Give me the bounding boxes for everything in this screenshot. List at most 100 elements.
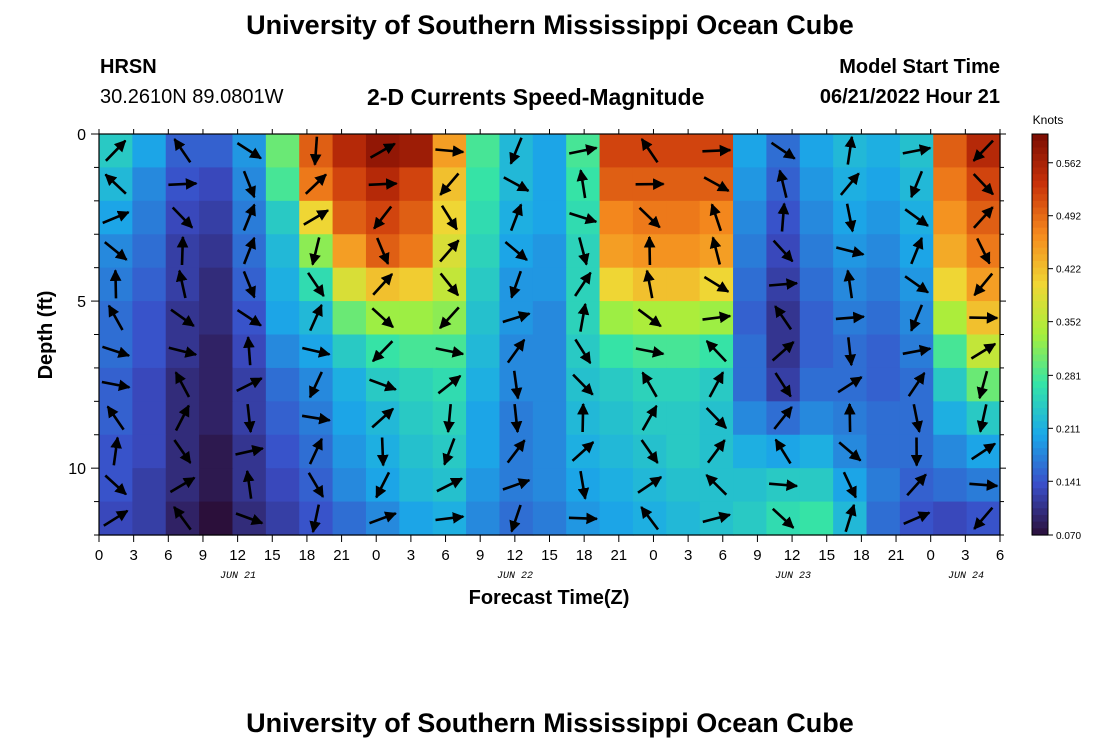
current-vector-arrow <box>911 404 923 433</box>
heatmap-cell <box>599 401 634 436</box>
current-vector-arrow <box>643 235 656 266</box>
current-vector-arrow <box>574 271 592 297</box>
current-vector-arrow <box>843 269 856 299</box>
heatmap-cell <box>799 401 834 436</box>
current-vector-arrow <box>643 269 655 299</box>
heatmap-cell <box>866 134 901 169</box>
current-vector-arrow <box>703 176 730 193</box>
heatmap-cell <box>466 301 501 336</box>
current-vector-arrow <box>369 142 396 159</box>
heatmap-cell <box>599 267 634 302</box>
current-vector-arrow <box>970 442 996 461</box>
current-vector-arrow <box>371 340 394 363</box>
colorbar-segment <box>1032 281 1048 289</box>
current-vector-arrow <box>572 373 594 396</box>
current-vector-arrow <box>435 145 465 157</box>
current-vector-arrow <box>637 475 663 494</box>
current-vector-arrow <box>307 472 325 498</box>
model-start-value: 06/21/2022 Hour 21 <box>819 86 1000 108</box>
current-vector-arrow <box>173 506 192 531</box>
heatmap-cell <box>799 434 834 469</box>
heatmap-cell <box>332 468 367 503</box>
x-tick-label: 15 <box>541 547 558 564</box>
current-vector-arrow <box>371 307 394 329</box>
current-vector-arrow <box>439 172 460 196</box>
heatmap-cell <box>733 301 768 336</box>
heatmap-cell <box>399 401 434 436</box>
current-vector-arrow <box>372 273 394 296</box>
current-vector-arrow <box>909 304 924 332</box>
heatmap-cell <box>599 501 634 536</box>
heatmap-cell <box>132 234 167 269</box>
heatmap-cell <box>599 434 634 469</box>
current-vector-arrow <box>509 137 523 165</box>
heatmap-cell <box>799 267 834 302</box>
heatmap-cell <box>199 234 234 269</box>
current-vector-arrow <box>973 272 994 297</box>
heatmap-cell <box>466 434 501 469</box>
heatmap-cell <box>666 334 701 369</box>
current-vector-arrow <box>242 236 256 265</box>
heatmap-cell <box>265 401 300 436</box>
colorbar-segment <box>1032 394 1048 402</box>
heatmap-cell <box>599 301 634 336</box>
heatmap-cell <box>399 234 434 269</box>
heatmap-cell <box>466 401 501 436</box>
current-vector-arrow <box>376 237 390 265</box>
colorbar-segment <box>1032 287 1048 295</box>
heatmap-cell <box>933 367 968 402</box>
x-tick-label: 21 <box>610 547 627 564</box>
current-vector-arrow <box>578 237 590 266</box>
heatmap-cell <box>666 367 701 402</box>
colorbar-label: Knots <box>1033 113 1064 127</box>
heatmap-cell <box>265 501 300 536</box>
y-axis-label: Depth (ft) <box>35 291 57 380</box>
current-vector-arrow <box>909 170 924 199</box>
colorbar-segment <box>1032 387 1048 396</box>
heatmap-cell <box>799 334 834 369</box>
heatmap-cell <box>265 134 300 169</box>
heatmap-cell <box>132 367 167 402</box>
x-tick-label: 6 <box>164 547 172 564</box>
current-vector-arrow <box>502 311 531 324</box>
heatmap-cell <box>666 501 701 536</box>
x-tick-label: 0 <box>649 547 657 564</box>
heatmap-cell <box>132 267 167 302</box>
colorbar-segment <box>1032 521 1048 529</box>
heatmap-cell <box>199 134 234 169</box>
heatmap-cell <box>199 334 234 369</box>
current-vector-arrow <box>435 512 465 524</box>
heatmap-cell <box>866 468 901 503</box>
colorbar-tick-label: 0.352 <box>1056 318 1081 329</box>
current-vector-arrow <box>844 135 857 165</box>
colorbar-segment <box>1032 167 1048 175</box>
heatmap-cell <box>799 134 834 169</box>
heatmap-cell <box>866 234 901 269</box>
heatmap-cell <box>332 267 367 302</box>
heatmap-cell <box>466 200 501 235</box>
current-vector-arrow <box>838 441 862 462</box>
colorbar-segment <box>1032 327 1048 336</box>
current-vector-arrow <box>103 241 128 261</box>
current-vector-arrow <box>902 344 932 357</box>
heatmap-cell <box>866 334 901 369</box>
heatmap-cell <box>332 367 367 402</box>
current-vector-arrow <box>641 404 658 431</box>
current-vector-arrow <box>768 479 799 491</box>
heatmap-cell <box>866 167 901 202</box>
colorbar-tick-label: 0.281 <box>1056 371 1081 382</box>
x-tick-label: 12 <box>229 547 246 564</box>
colorbar-frame <box>1031 133 1049 536</box>
current-vector-arrow <box>110 436 122 466</box>
current-vector-arrow <box>703 275 730 293</box>
current-vector-arrow <box>844 203 857 233</box>
colorbar-segment <box>1032 314 1048 322</box>
current-vector-arrow <box>173 138 192 164</box>
current-vector-arrow <box>571 441 595 462</box>
heatmap-cell <box>866 434 901 469</box>
current-vector-arrow <box>376 437 389 467</box>
colorbar-tick-label: 0.211 <box>1056 424 1081 435</box>
current-vector-arrow <box>242 270 256 299</box>
heatmap-cell <box>132 301 167 336</box>
heatmap-cell <box>866 200 901 235</box>
